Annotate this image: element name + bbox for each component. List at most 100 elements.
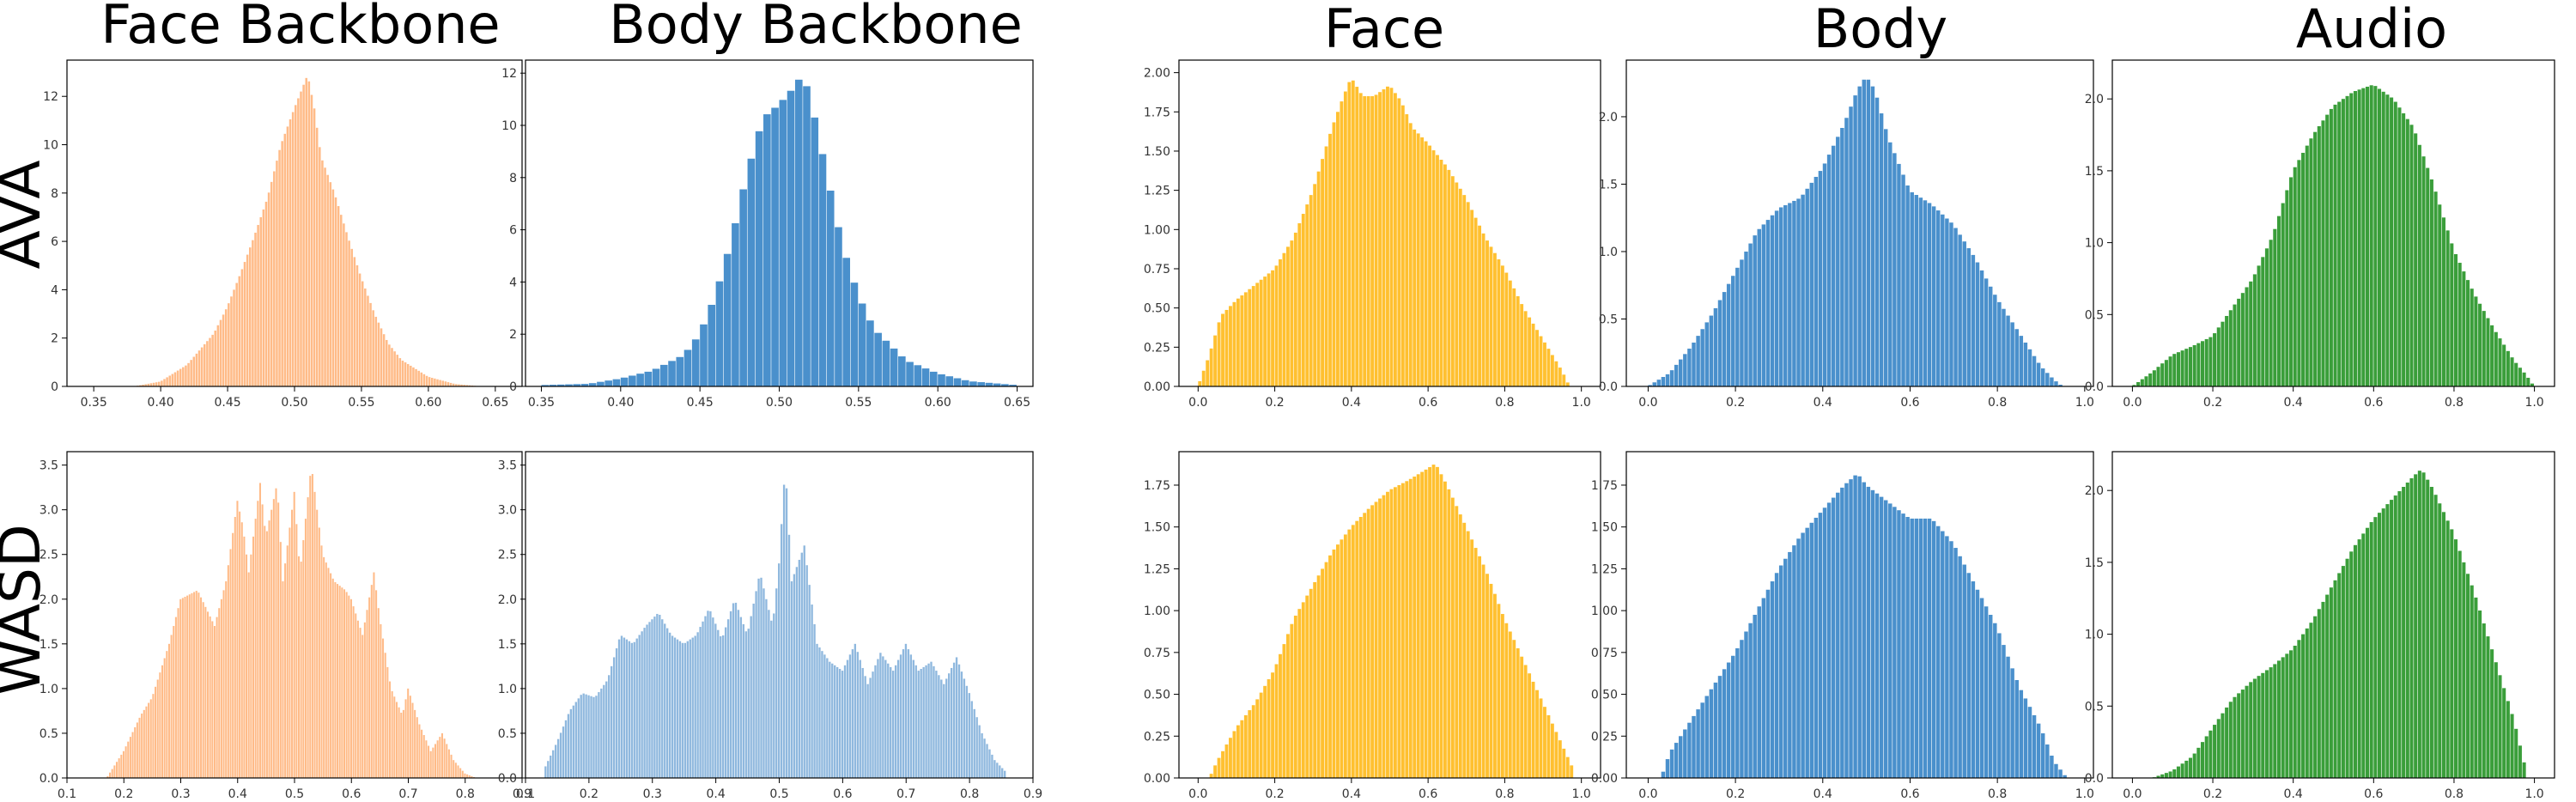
histogram-bar: [195, 353, 198, 386]
histogram-bar: [854, 643, 857, 778]
histogram-bar: [1722, 292, 1727, 386]
histogram-bar: [1993, 623, 1997, 778]
histogram-bar: [646, 624, 648, 778]
histogram-bar: [1293, 232, 1297, 386]
histogram-bar: [1554, 361, 1558, 386]
y-tick-label: 1.0: [2085, 629, 2104, 642]
histogram-bar: [747, 629, 750, 778]
histogram-bar: [1914, 195, 1919, 386]
histogram-bar: [2445, 520, 2450, 778]
histogram-bar: [1439, 160, 1443, 386]
histogram-bar: [884, 659, 887, 778]
histogram-bar: [2276, 660, 2281, 778]
column-title-face-backbone: Face Backbone: [100, 0, 500, 56]
histogram-bar: [2466, 280, 2470, 386]
histogram-bar: [2345, 95, 2349, 386]
y-tick-label: 1.0: [2085, 237, 2104, 251]
histogram-bar: [1240, 295, 1244, 386]
histogram-bar: [1870, 86, 1875, 387]
histogram-bar: [2257, 265, 2261, 386]
histogram-wasd-face: 0.0 0.2 0.4 0.6 0.8 1.0 0.00 0.25 0.50 0.75 1.00 1.…: [1144, 451, 1601, 801]
histogram-bar: [1285, 634, 1290, 778]
histogram-bar: [307, 497, 309, 778]
y-tick-label: 2.00: [1144, 67, 1170, 81]
histogram-bar: [610, 665, 613, 778]
x-tick-label: 0.4: [706, 787, 725, 801]
histogram-bar: [643, 628, 646, 778]
histogram-bar: [691, 637, 694, 778]
histogram-bar: [617, 639, 621, 778]
histogram-bar: [968, 693, 970, 778]
histogram-bar: [768, 610, 770, 778]
histogram-bar: [831, 663, 834, 778]
histogram-bar: [1770, 581, 1775, 778]
histogram-bar: [113, 765, 116, 778]
histogram-bar: [1975, 262, 1980, 386]
histogram-bar: [1240, 720, 1244, 778]
histogram-bar: [425, 740, 428, 778]
histogram-bar: [254, 519, 257, 778]
x-axis: 0.1 0.2 0.3 0.4 0.5 0.6 0.7 0.8 0.9: [58, 778, 532, 801]
histogram-bar: [1351, 525, 1355, 778]
histogram-bar: [213, 626, 216, 778]
histogram-bar: [286, 545, 289, 778]
histogram-bar: [240, 522, 243, 778]
histogram-bar: [302, 540, 305, 778]
histogram-bar: [1826, 502, 1832, 778]
y-tick-label: 0.0: [498, 772, 517, 786]
x-tick-label: 0.8: [1495, 787, 1514, 801]
histogram-bar: [120, 754, 123, 778]
histogram-bar: [131, 732, 134, 778]
histogram-bar: [1363, 513, 1367, 778]
histogram-bar: [428, 745, 430, 778]
histogram-bar: [2176, 766, 2180, 778]
histogram-bar: [1439, 474, 1443, 778]
histogram-bar: [914, 365, 922, 386]
histogram-bar: [985, 382, 993, 386]
histogram-bar: [1792, 545, 1796, 778]
histogram-bar: [763, 114, 771, 386]
histogram-bar: [305, 77, 307, 386]
histogram-bar: [289, 527, 291, 778]
histogram-bar: [2393, 495, 2397, 778]
histogram-bar: [1941, 214, 1945, 386]
histogram-bar: [1293, 615, 1297, 778]
histogram-bar: [1562, 748, 1566, 778]
histogram-bar: [541, 385, 550, 386]
x-tick-label: 0.4: [2284, 787, 2303, 801]
histogram-bar: [765, 598, 768, 778]
histogram-bar: [573, 384, 581, 386]
histogram-bar: [2305, 145, 2309, 386]
histogram-bar: [313, 491, 316, 778]
histogram-bar: [2192, 344, 2196, 386]
histogram-bar: [1788, 551, 1792, 778]
histogram-bar: [377, 608, 380, 778]
histogram-bar: [585, 694, 587, 778]
histogram-bar: [630, 642, 633, 778]
histogram-bar: [1796, 538, 1801, 778]
histogram-bar: [2462, 271, 2466, 386]
column-title-audio: Audio: [2296, 0, 2447, 60]
x-tick-label: 0.7: [896, 787, 915, 801]
histogram-bar: [2036, 723, 2041, 778]
histogram-bar: [1309, 588, 1313, 778]
histogram-bar: [1478, 556, 1482, 778]
histogram-bar: [404, 362, 407, 386]
histogram-bar: [1888, 142, 1893, 387]
histogram-bar: [1993, 295, 1997, 386]
histogram-bar: [943, 684, 945, 778]
histogram-bar: [1455, 506, 1459, 778]
histogram-bar: [2233, 304, 2237, 386]
histogram-bar: [874, 665, 877, 778]
histogram-bar: [129, 737, 131, 778]
histogram-bar: [636, 374, 644, 386]
bars: [1648, 79, 2063, 387]
y-tick-label: 2.0: [2085, 484, 2104, 498]
histogram-bar: [1927, 203, 1932, 386]
y-tick-label: 1.50: [1144, 145, 1170, 159]
histogram-bar: [1783, 204, 1788, 386]
x-tick-label: 0.6: [1419, 787, 1437, 801]
x-tick-label: 0.5: [769, 787, 788, 801]
histogram-bar: [361, 635, 364, 778]
histogram-bar: [425, 375, 428, 386]
